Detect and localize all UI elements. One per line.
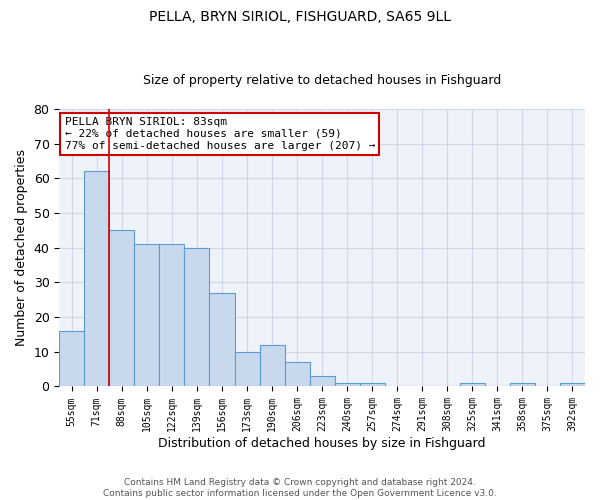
Bar	[160, 244, 184, 386]
Bar	[510, 383, 535, 386]
Bar	[260, 345, 284, 387]
Title: Size of property relative to detached houses in Fishguard: Size of property relative to detached ho…	[143, 74, 501, 87]
Bar	[184, 248, 209, 386]
Bar	[235, 352, 260, 386]
Text: PELLA, BRYN SIRIOL, FISHGUARD, SA65 9LL: PELLA, BRYN SIRIOL, FISHGUARD, SA65 9LL	[149, 10, 451, 24]
Bar	[460, 383, 485, 386]
Bar	[209, 293, 235, 386]
Bar	[85, 172, 109, 386]
Bar	[335, 383, 359, 386]
Bar	[109, 230, 134, 386]
Bar	[310, 376, 335, 386]
Text: PELLA BRYN SIRIOL: 83sqm
← 22% of detached houses are smaller (59)
77% of semi-d: PELLA BRYN SIRIOL: 83sqm ← 22% of detach…	[65, 118, 375, 150]
Bar	[134, 244, 160, 386]
Bar	[284, 362, 310, 386]
Text: Contains HM Land Registry data © Crown copyright and database right 2024.
Contai: Contains HM Land Registry data © Crown c…	[103, 478, 497, 498]
Bar	[59, 331, 85, 386]
Bar	[560, 383, 585, 386]
Y-axis label: Number of detached properties: Number of detached properties	[15, 149, 28, 346]
Bar	[359, 383, 385, 386]
X-axis label: Distribution of detached houses by size in Fishguard: Distribution of detached houses by size …	[158, 437, 486, 450]
